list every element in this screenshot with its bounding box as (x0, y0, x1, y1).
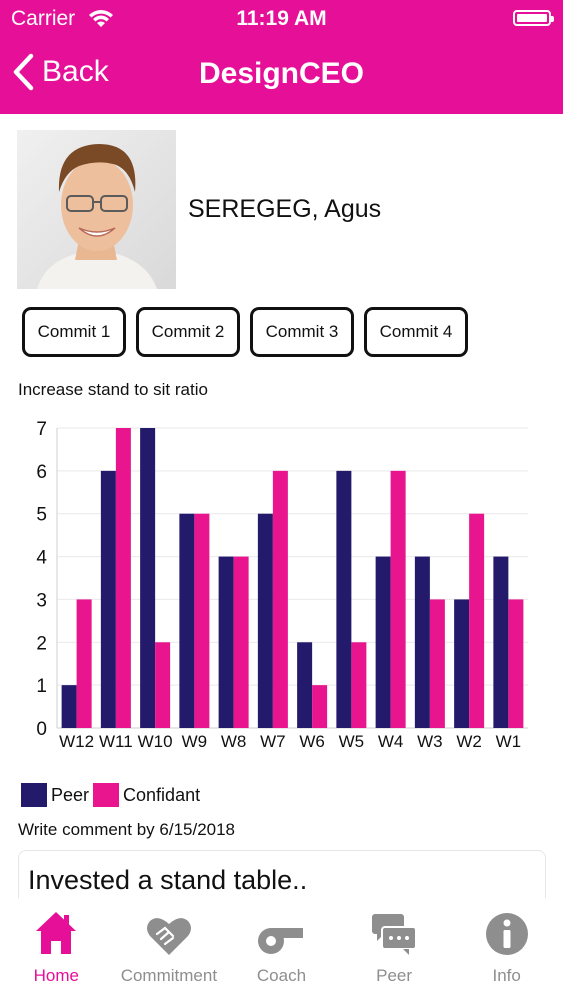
bar-peer (336, 470, 352, 728)
bar-confidant (390, 470, 406, 728)
chevron-left-icon (12, 53, 34, 91)
x-tick-label: W3 (417, 732, 443, 751)
y-tick-label: 0 (36, 719, 47, 740)
bar-peer (179, 513, 195, 728)
back-button[interactable]: Back (12, 53, 109, 91)
avatar (17, 130, 176, 289)
tab-label-peer: Peer (376, 966, 413, 985)
whistle-icon (256, 904, 306, 956)
x-tick-label: W1 (496, 732, 522, 751)
bar-confidant (115, 428, 131, 728)
tab-label-home: Home (33, 966, 79, 985)
y-tick-label: 7 (36, 419, 47, 440)
bar-confidant (508, 599, 524, 728)
wifi-icon (88, 8, 114, 34)
bar-peer (297, 642, 313, 728)
legend-label-peer: Peer (51, 784, 90, 805)
x-tick-label: W11 (99, 732, 133, 751)
x-tick-label: W6 (299, 732, 325, 751)
page-title: DesignCEO (198, 57, 365, 90)
bar-confidant (272, 470, 288, 728)
bar-confidant (155, 642, 171, 728)
x-tick-label: W5 (339, 732, 365, 751)
bar-peer (140, 428, 156, 728)
chart-legend: Peer Confidant (21, 783, 204, 807)
tab-coach[interactable]: Coach (225, 898, 338, 1000)
bar-peer (375, 556, 391, 728)
x-tick-label: W12 (59, 732, 94, 751)
y-tick-label: 1 (36, 676, 47, 697)
x-tick-label: W2 (456, 732, 482, 751)
commit-1-button[interactable]: Commit 1 (22, 307, 126, 357)
legend-confidant: Confidant (93, 783, 200, 807)
bar-peer (493, 556, 509, 728)
bar-confidant (312, 685, 328, 728)
bar-confidant (469, 513, 485, 728)
bar-peer (61, 685, 77, 728)
bar-peer (218, 556, 234, 728)
bar-chart: 0 1 2 3 4 5 6 7 W12 W11 W10 W9 W8 W7 W6 W5 W4 W3 W2 W1 (0, 410, 563, 770)
tab-label-commitment: Commitment (120, 966, 218, 985)
chart-title: Increase stand to sit ratio (18, 380, 208, 399)
x-tick-label: W9 (182, 732, 208, 751)
bar-peer (454, 599, 470, 728)
handshake-heart-icon (146, 904, 192, 956)
tab-home[interactable]: Home (0, 898, 113, 1000)
bar-confidant (351, 642, 367, 728)
tab-info[interactable]: Info (450, 898, 563, 1000)
tab-bar: Home Commitment Coach (0, 898, 563, 1000)
bar-chart-svg: 0 1 2 3 4 5 6 7 W12 W11 W10 W9 W8 W7 W6 W5 W4 W3 W2 W1 (36, 419, 528, 751)
commit-2-button[interactable]: Commit 2 (136, 307, 240, 357)
y-tick-label: 6 (36, 462, 47, 483)
bar-confidant (194, 513, 210, 728)
x-tick-label: W8 (221, 732, 247, 751)
legend-swatch-peer (21, 783, 47, 807)
commit-4-button[interactable]: Commit 4 (364, 307, 468, 357)
home-icon (34, 904, 78, 956)
bar-peer (100, 470, 116, 728)
tab-peer[interactable]: Peer (338, 898, 451, 1000)
comment-label: Write comment by 6/15/2018 (18, 820, 236, 839)
status-bar: Carrier 11:19 AM (0, 0, 563, 36)
bar-peer (414, 556, 430, 728)
bar-confidant (233, 556, 249, 728)
battery-icon (513, 10, 554, 26)
legend-label-confidant: Confidant (123, 784, 201, 805)
bar-peer (257, 513, 273, 728)
profile-name: SEREGEG, Agus (188, 195, 382, 223)
legend-swatch-confidant (93, 783, 120, 807)
tab-label-info: Info (492, 966, 521, 985)
tab-commitment[interactable]: Commitment (113, 898, 226, 1000)
y-tick-label: 5 (36, 505, 47, 526)
y-tick-label: 2 (36, 633, 47, 654)
x-tick-label: W10 (138, 732, 173, 751)
tab-label-coach: Coach (256, 966, 307, 985)
bar-confidant (76, 599, 92, 728)
chat-bubbles-icon (371, 904, 418, 956)
carrier-label: Carrier (11, 7, 76, 30)
x-tick-label: W7 (260, 732, 286, 751)
commit-tabs: Commit 1 Commit 2 Commit 3 Commit 4 (22, 307, 468, 357)
clock: 11:19 AM (236, 7, 327, 30)
navigation-bar: Back DesignCEO (0, 36, 563, 114)
info-icon (485, 904, 529, 956)
x-tick-label: W4 (378, 732, 404, 751)
back-label: Back (42, 55, 109, 88)
commit-3-button[interactable]: Commit 3 (250, 307, 354, 357)
y-tick-label: 3 (36, 590, 47, 611)
legend-peer: Peer (21, 783, 89, 807)
bar-confidant (429, 599, 445, 728)
y-tick-label: 4 (36, 548, 47, 569)
